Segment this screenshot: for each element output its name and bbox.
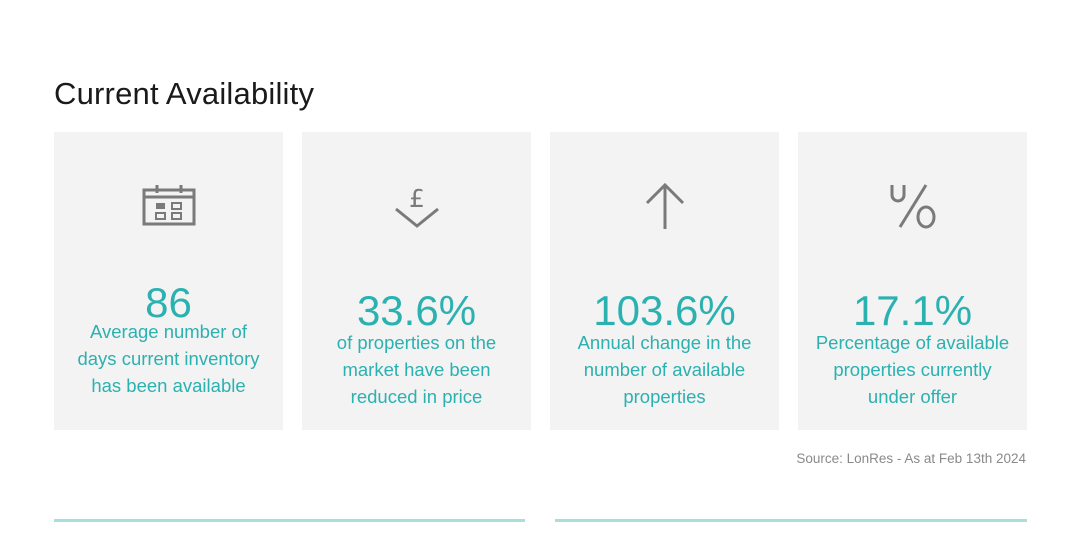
stat-card-under-offer: 17.1% Percentage of available properties… — [798, 132, 1027, 430]
divider-left — [54, 519, 525, 522]
stat-value: 33.6% — [356, 287, 477, 334]
source-note: Source: LonRes - As at Feb 13th 2024 — [796, 451, 1026, 466]
calendar-icon — [137, 178, 201, 234]
stat-description: Percentage of available properties curre… — [815, 332, 1010, 407]
stat-value: 86 — [145, 279, 192, 326]
stat-description: Annual change in the number of available… — [577, 332, 752, 407]
percent-icon — [881, 178, 945, 234]
divider-right — [555, 519, 1027, 522]
stat-card-annual-change: 103.6% Annual change in the number of av… — [550, 132, 779, 430]
stat-description: of properties on the market have been re… — [336, 332, 497, 407]
pound-price-down-icon: £ — [385, 178, 449, 234]
stat-description: Average number of days current inventory… — [77, 321, 260, 396]
section-title: Current Availability — [54, 76, 315, 111]
stat-value: 103.6% — [593, 287, 736, 334]
stat-card-days-on-market: 86 Average number of days current invent… — [54, 132, 283, 430]
arrow-up-icon — [633, 178, 697, 234]
stat-value: 17.1% — [852, 287, 973, 334]
stats-cards: 86 Average number of days current invent… — [54, 132, 1027, 430]
svg-text:£: £ — [409, 184, 425, 213]
stat-card-price-reduced: £ 33.6% of properties on the market have… — [302, 132, 531, 430]
